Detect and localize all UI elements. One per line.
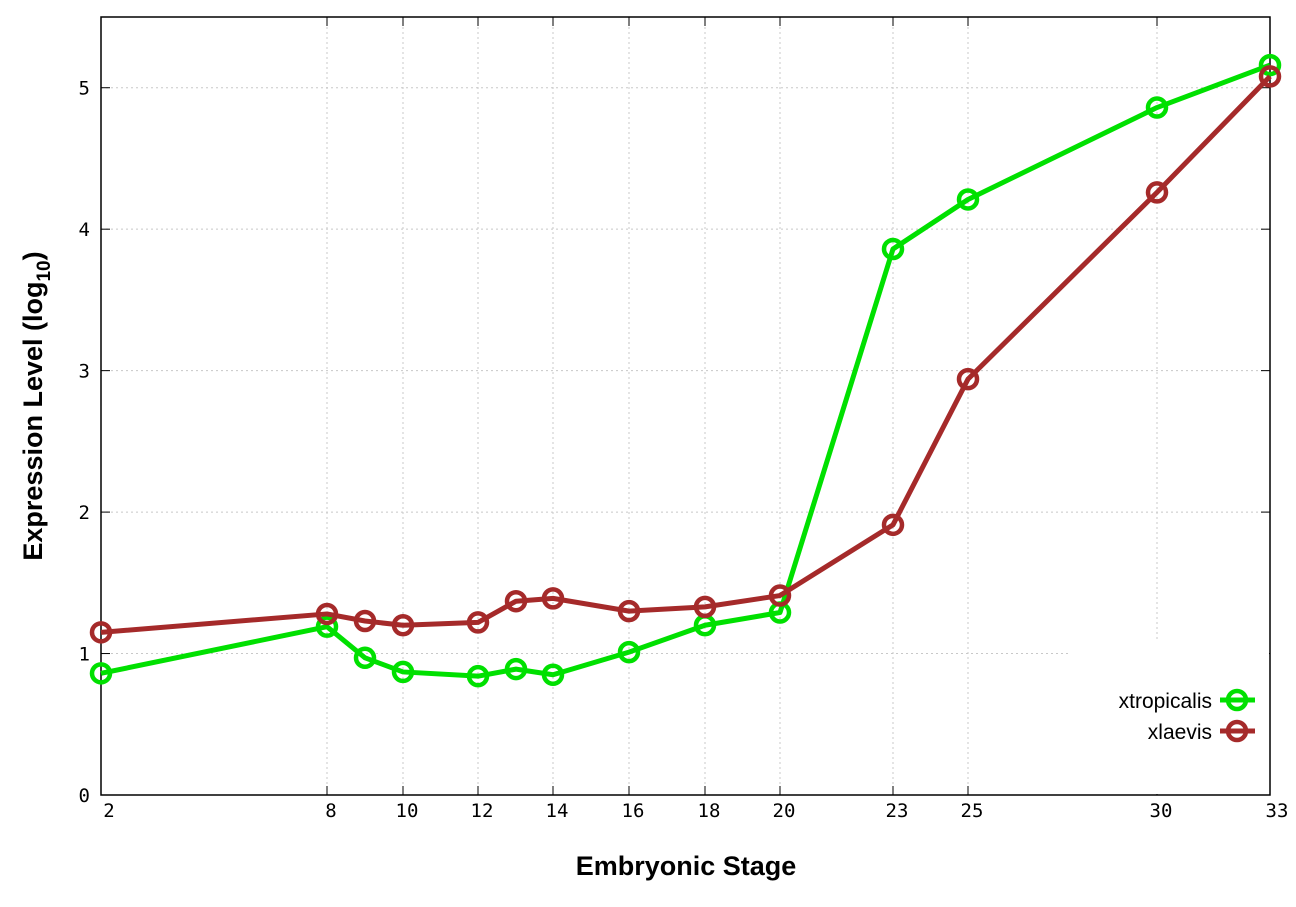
data-point — [504, 657, 528, 681]
legend: xtropicalis xlaevis — [1070, 642, 1269, 794]
data-point — [956, 188, 980, 211]
data-point — [315, 602, 339, 626]
data-point — [391, 660, 415, 684]
plot-frame — [100, 16, 1271, 796]
data-point — [466, 611, 490, 634]
data-point — [617, 640, 641, 664]
x-tick-label: 18 — [698, 800, 721, 822]
series-line — [100, 62, 1271, 679]
data-point — [466, 664, 490, 688]
data-point — [89, 662, 113, 685]
y-axis-title-subscript: 10 — [34, 260, 55, 281]
x-tick-label: 16 — [622, 800, 645, 822]
data-point — [1258, 53, 1282, 77]
x-tick-label: 10 — [396, 800, 419, 822]
data-point — [1145, 96, 1169, 119]
y-tick-label: 3 — [79, 361, 90, 383]
x-tick-label: 23 — [886, 800, 909, 822]
data-point — [353, 646, 377, 670]
y-tick-label: 1 — [79, 644, 90, 666]
data-point — [89, 621, 113, 644]
data-point — [315, 615, 339, 638]
x-tick-label: 25 — [961, 800, 984, 822]
legend-marker-swatch — [1225, 688, 1249, 712]
x-tick-label: 33 — [1266, 800, 1289, 822]
data-point — [504, 589, 528, 613]
data-point — [353, 609, 377, 633]
data-point — [768, 584, 792, 607]
data-point — [881, 237, 905, 261]
series-layer — [89, 53, 1282, 688]
y-tick-label: 0 — [79, 785, 90, 807]
data-point — [1145, 181, 1169, 204]
legend-marker-swatch — [1225, 719, 1249, 743]
data-point — [541, 663, 565, 687]
x-tick-label: 12 — [471, 800, 494, 822]
data-point — [617, 599, 641, 623]
y-axis-title: Expression Level (log10) — [18, 251, 55, 560]
y-axis-title-close: ) — [18, 251, 48, 260]
series-line — [100, 74, 1272, 635]
series-xlaevis — [89, 65, 1282, 644]
data-point — [693, 595, 717, 619]
legend-label: xlaevis — [1148, 721, 1212, 744]
y-tick-label: 5 — [79, 78, 90, 100]
y-axis-title-main: Expression Level (log — [18, 282, 48, 561]
y-tick-label: 2 — [79, 502, 90, 524]
series-xtropicalis — [89, 53, 1282, 688]
data-point — [391, 614, 415, 637]
x-tick-label: 8 — [325, 800, 336, 822]
data-point — [956, 367, 980, 391]
x-tick-label: 30 — [1150, 800, 1173, 822]
data-point — [541, 587, 565, 610]
x-tick-label: 20 — [773, 800, 796, 822]
data-point — [1258, 65, 1282, 88]
legend-background — [1070, 642, 1269, 794]
x-tick-label: 2 — [103, 800, 114, 822]
x-axis-title: Embryonic Stage — [576, 851, 797, 881]
data-point — [881, 513, 905, 537]
legend-label: xtropicalis — [1119, 690, 1212, 713]
y-tick-label: 4 — [79, 219, 90, 241]
x-tick-label: 14 — [546, 800, 569, 822]
